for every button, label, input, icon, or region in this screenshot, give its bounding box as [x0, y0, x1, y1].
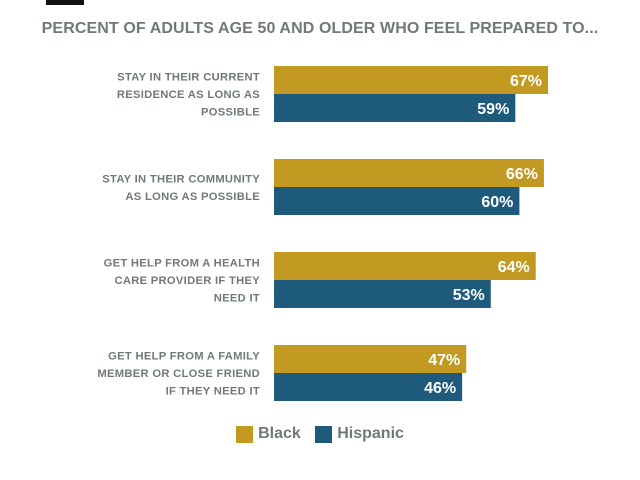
value-label: 66%	[506, 166, 538, 183]
value-label: 64%	[498, 259, 530, 276]
top-accent-rule	[46, 0, 84, 5]
value-label: 59%	[477, 101, 509, 118]
category-label: STAY IN THEIR COMMUNITY	[102, 173, 260, 185]
legend-item-black: Black	[236, 425, 301, 443]
bar-black	[274, 159, 544, 187]
bar-black	[274, 345, 467, 373]
value-label: 60%	[481, 194, 513, 211]
bar-hispanic	[274, 94, 516, 122]
legend-swatch-hispanic	[315, 425, 333, 443]
bar-black	[274, 66, 549, 94]
legend-swatch-black	[236, 425, 254, 443]
category-label: GET HELP FROM A HEALTH	[104, 258, 260, 270]
category-label: CARE PROVIDER IF THEY	[114, 275, 260, 287]
category-label: STAY IN THEIR CURRENT	[117, 72, 260, 84]
category-label: RESIDENCE AS LONG AS	[117, 89, 260, 101]
bar-hispanic	[274, 187, 520, 215]
chart-title: PERCENT OF ADULTS AGE 50 AND OLDER WHO F…	[41, 20, 599, 37]
category-label: IF THEY NEED IT	[166, 386, 260, 398]
value-label: 46%	[424, 380, 456, 397]
value-label: 67%	[510, 73, 542, 90]
value-label: 47%	[428, 352, 460, 369]
bar-black	[274, 252, 536, 280]
legend-label-black: Black	[258, 425, 301, 442]
legend-label-hispanic: Hispanic	[337, 425, 404, 442]
bar-hispanic	[274, 280, 491, 308]
category-label: AS LONG AS POSSIBLE	[125, 191, 260, 203]
bar-hispanic	[274, 373, 463, 401]
chart-legend: Black Hispanic	[0, 425, 640, 443]
category-label: GET HELP FROM A FAMILY	[108, 351, 260, 363]
category-label: NEED IT	[214, 293, 260, 305]
legend-item-hispanic: Hispanic	[315, 425, 404, 443]
value-label: 53%	[453, 287, 485, 304]
category-label: POSSIBLE	[201, 107, 260, 119]
category-label: MEMBER OR CLOSE FRIEND	[97, 368, 260, 380]
